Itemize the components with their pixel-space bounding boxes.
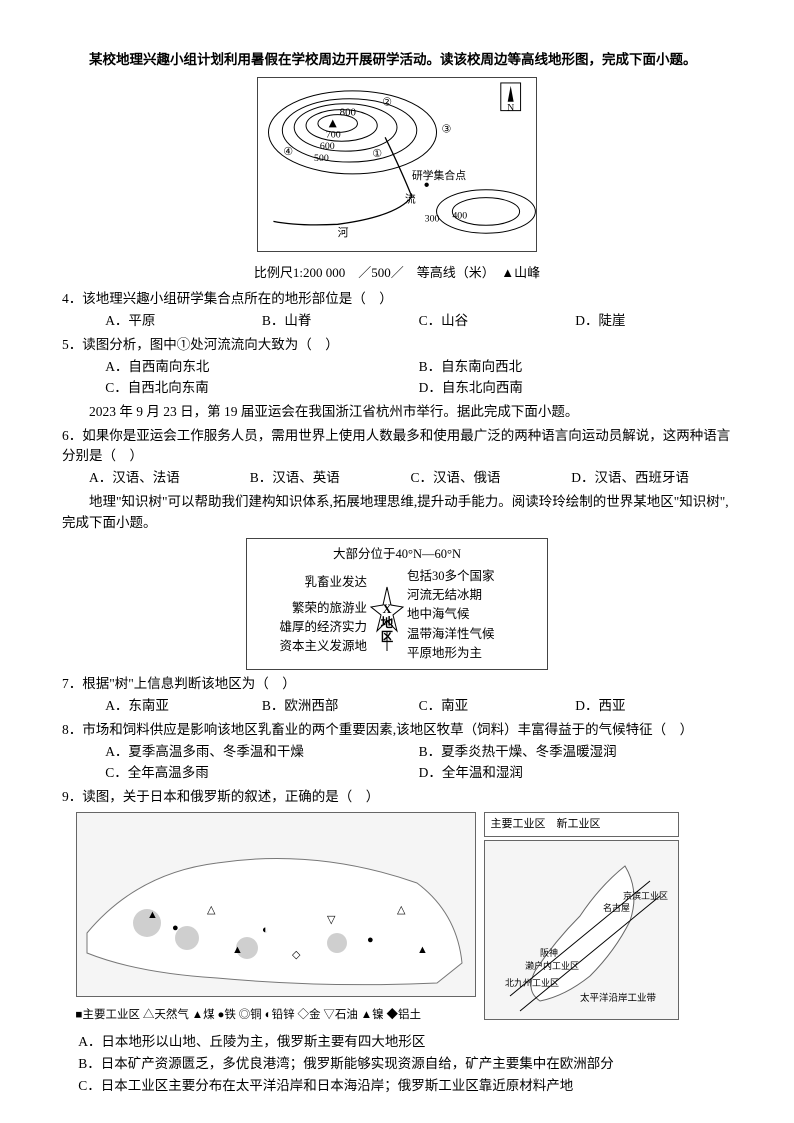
svg-text:河: 河 (338, 226, 349, 239)
intro-contour: 某校地理兴趣小组计划利用暑假在学校周边开展研学活动。读该校周边等高线地形图，完成… (62, 50, 732, 71)
russia-legend: ■主要工业区 △天然气 ▲煤 ●铁 ◎铜 ◐铅锌 ◇金 ▽石油 ▲镍 ◆铝土 (76, 1007, 476, 1025)
svg-text:◇: ◇ (292, 949, 301, 961)
q8-opt-d[interactable]: D．全年温和湿润 (419, 763, 732, 784)
q6-opt-d[interactable]: D．汉语、西班牙语 (571, 468, 732, 489)
q5-opt-d[interactable]: D．自东北向西南 (419, 378, 732, 399)
question-9: 9．读图，关于日本和俄罗斯的叙述，正确的是（ ） (62, 787, 732, 808)
q5-opt-c[interactable]: C．自西北向东南 (105, 378, 418, 399)
svg-text:400: 400 (452, 210, 467, 221)
q7-opt-d[interactable]: D．西亚 (575, 696, 732, 717)
tree-r0: 包括30多个国家 (407, 567, 537, 586)
svg-text:600: 600 (320, 141, 335, 152)
japan-map: 名古屋 京滨工业区 阪神 濑户内工业区 北九州工业区 太平洋沿岸工业带 (484, 840, 679, 1020)
russia-map: ▲ ● △ ▲ ◐ ◇ ▽ ● △ ▲ (76, 812, 476, 997)
question-6: 6．如果你是亚运会工作服务人员，需用世界上使用人数最多和使用最广泛的两种语言向运… (62, 426, 732, 468)
q9-options: A．日本地形以山地、丘陵为主，俄罗斯主要有四大地形区 B．日本矿产资源匮乏，多优… (62, 1032, 732, 1097)
svg-text:700: 700 (326, 129, 341, 140)
q4-opt-c[interactable]: C．山谷 (419, 311, 576, 332)
svg-text:▲: ▲ (232, 944, 243, 956)
q6-opt-a[interactable]: A．汉语、法语 (89, 468, 250, 489)
svg-text:500: 500 (314, 153, 329, 164)
q6-opt-c[interactable]: C．汉语、俄语 (411, 468, 572, 489)
q8-options: A．夏季高温多雨、冬季温和干燥 B．夏季炎热干燥、冬季温暖湿润 C．全年高温多雨… (62, 742, 732, 784)
tree-l1: 繁荣的旅游业 (257, 599, 367, 618)
svg-text:▽: ▽ (327, 914, 336, 926)
tree-r2: 地中海气候 (407, 605, 537, 624)
intro-knowledge-tree: 地理"知识树"可以帮助我们建构知识体系,拓展地理思维,提升动手能力。阅读玲玲绘制… (62, 492, 732, 534)
svg-text:△: △ (397, 904, 406, 916)
svg-text:②: ② (382, 97, 392, 109)
q8-opt-a[interactable]: A．夏季高温多雨、冬季温和干燥 (105, 742, 418, 763)
q6-opt-b[interactable]: B．汉语、英语 (250, 468, 411, 489)
q9-opt-a[interactable]: A．日本地形以山地、丘陵为主，俄罗斯主要有四大地形区 (78, 1032, 732, 1053)
svg-text:③: ③ (441, 123, 451, 135)
q4-opt-d[interactable]: D．陡崖 (575, 311, 732, 332)
q9-opt-c[interactable]: C．日本工业区主要分布在太平洋沿岸和日本海沿岸；俄罗斯工业区靠近原材料产地 (78, 1076, 732, 1097)
svg-text:◐: ◐ (262, 924, 269, 936)
q4-opt-b[interactable]: B．山脊 (262, 311, 419, 332)
q8-opt-b[interactable]: B．夏季炎热干燥、冬季温暖湿润 (419, 742, 732, 763)
tree-l0: 乳畜业发达 (257, 573, 367, 592)
svg-text:①: ① (372, 148, 382, 160)
q5-opt-a[interactable]: A．自西南向东北 (105, 357, 418, 378)
q5-options: A．自西南向东北 B．自东南向西北 C．自西北向东南 D．自东北向西南 (62, 357, 732, 399)
tree-top: 大部分位于40°N—60°N (257, 545, 537, 564)
jp-l4: 北九州工业区 (505, 978, 559, 988)
figure-caption-1: 比例尺1:200 000 ／500／ 等高线（米） ▲山峰 (62, 263, 732, 283)
q4-opt-a[interactable]: A．平原 (105, 311, 262, 332)
tree-r1: 河流无结冰期 (407, 586, 537, 605)
q9-opt-b[interactable]: B．日本矿产资源匮乏，多优良港湾；俄罗斯能够实现资源自给，矿产主要集中在欧洲部分 (78, 1054, 732, 1075)
question-7: 7．根据"树"上信息判断该地区为（ ） (62, 674, 732, 695)
jp-l2: 阪神 (540, 947, 558, 958)
north-label: N (507, 103, 514, 114)
jp-l0: 名古屋 (603, 902, 630, 913)
q7-opt-b[interactable]: B．欧洲西部 (262, 696, 419, 717)
q5-opt-b[interactable]: B．自东南向西北 (419, 357, 732, 378)
tree-r4: 平原地形为主 (407, 644, 537, 663)
tree-l3: 资本主义发源地 (257, 637, 367, 656)
figure-contour-map: N 800 700 600 500 300 400 ① ② ③ ④ 研学集合点 … (62, 77, 732, 259)
svg-text:△: △ (207, 904, 216, 916)
intro-asian-games: 2023 年 9 月 23 日，第 19 届亚运会在我国浙江省杭州市举行。据此完… (62, 402, 732, 423)
figure-russia-japan: ▲ ● △ ▲ ◐ ◇ ▽ ● △ ▲ ■主要工业区 △天然气 ▲煤 ●铁 ◎铜 ◐铅锌 … (62, 812, 732, 1028)
svg-text:●: ● (367, 934, 374, 946)
jp-l3: 濑户内工业区 (525, 960, 579, 971)
jp-l5: 太平洋沿岸工业带 (580, 992, 657, 1004)
figure-knowledge-tree: 大部分位于40°N—60°N 乳畜业发达 繁荣的旅游业 雄厚的经济实力 资本主义… (62, 538, 732, 670)
svg-text:④: ④ (283, 146, 293, 158)
svg-text:流: 流 (405, 191, 416, 205)
q7-options: A．东南亚 B．欧洲西部 C．南亚 D．西亚 (62, 696, 732, 717)
tree-r3: 温带海洋性气候 (407, 625, 537, 644)
q4-options: A．平原 B．山脊 C．山谷 D．陡崖 (62, 311, 732, 332)
q8-opt-c[interactable]: C．全年高温多雨 (105, 763, 418, 784)
question-8: 8．市场和饲料供应是影响该地区乳畜业的两个重要因素,该地区牧草（饲料）丰富得益于… (62, 720, 732, 741)
japan-legend: 主要工业区 新工业区 (484, 812, 679, 837)
jp-l1: 京滨工业区 (623, 890, 668, 901)
svg-text:▲: ▲ (417, 944, 428, 956)
svg-text:▲: ▲ (147, 909, 158, 921)
q6-options: A．汉语、法语 B．汉语、英语 C．汉语、俄语 D．汉语、西班牙语 (62, 468, 732, 489)
svg-text:300: 300 (425, 213, 440, 224)
q7-opt-a[interactable]: A．东南亚 (105, 696, 262, 717)
study-point-label: 研学集合点 (412, 168, 466, 182)
tree-l2: 雄厚的经济实力 (257, 618, 367, 637)
svg-text:800: 800 (340, 106, 357, 118)
question-4: 4．该地理兴趣小组研学集合点所在的地形部位是（ ） (62, 289, 732, 310)
svg-text:●: ● (172, 922, 179, 934)
question-5: 5．读图分析，图中①处河流流向大致为（ ） (62, 335, 732, 356)
q7-opt-c[interactable]: C．南亚 (419, 696, 576, 717)
